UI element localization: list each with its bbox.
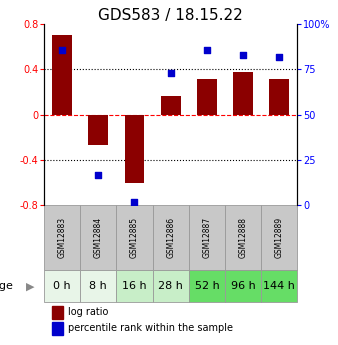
Point: [96, 172, 101, 177]
Bar: [152, 205, 189, 270]
Bar: [161, 96, 180, 115]
Text: GSM12887: GSM12887: [202, 217, 211, 258]
Text: GSM12884: GSM12884: [94, 217, 103, 258]
Text: GSM12885: GSM12885: [130, 217, 139, 258]
Bar: [52, 36, 72, 115]
Bar: [44, 270, 80, 303]
Bar: [152, 270, 189, 303]
Point: [240, 52, 246, 58]
Bar: [225, 270, 261, 303]
Point: [59, 47, 65, 52]
Text: log ratio: log ratio: [68, 307, 108, 317]
Text: 96 h: 96 h: [231, 281, 256, 291]
Bar: [269, 79, 289, 115]
Text: ▶: ▶: [26, 281, 35, 291]
Text: 28 h: 28 h: [158, 281, 183, 291]
Bar: [80, 270, 116, 303]
Bar: [261, 270, 297, 303]
Title: GDS583 / 18.15.22: GDS583 / 18.15.22: [98, 8, 243, 23]
Bar: [197, 79, 217, 115]
Text: age: age: [0, 281, 14, 291]
Text: GSM12889: GSM12889: [275, 217, 284, 258]
Text: 52 h: 52 h: [195, 281, 219, 291]
Point: [204, 47, 210, 52]
Bar: [51, 322, 63, 335]
Text: 144 h: 144 h: [263, 281, 295, 291]
Bar: [88, 115, 108, 145]
Text: GSM12883: GSM12883: [57, 217, 67, 258]
Bar: [116, 270, 152, 303]
Bar: [44, 205, 80, 270]
Bar: [124, 115, 144, 183]
Bar: [189, 205, 225, 270]
Bar: [80, 205, 116, 270]
Bar: [189, 270, 225, 303]
Text: percentile rank within the sample: percentile rank within the sample: [68, 323, 233, 333]
Bar: [51, 306, 63, 318]
Text: GSM12886: GSM12886: [166, 217, 175, 258]
Bar: [233, 72, 253, 115]
Text: 16 h: 16 h: [122, 281, 147, 291]
Text: GSM12888: GSM12888: [239, 217, 248, 258]
Point: [132, 199, 137, 205]
Point: [168, 70, 173, 76]
Point: [276, 54, 282, 60]
Text: 0 h: 0 h: [53, 281, 71, 291]
Bar: [225, 205, 261, 270]
Bar: [116, 205, 152, 270]
Bar: [261, 205, 297, 270]
Text: 8 h: 8 h: [89, 281, 107, 291]
